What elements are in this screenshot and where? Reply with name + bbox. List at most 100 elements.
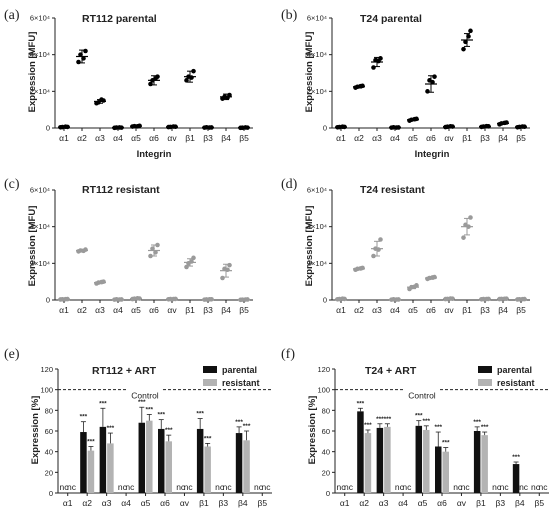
data-point bbox=[425, 89, 430, 94]
data-point bbox=[243, 297, 248, 302]
x-tick-label: α1 bbox=[336, 305, 346, 315]
x-tick-label: β4 bbox=[238, 498, 248, 508]
y-tick-label: 4×10⁴ bbox=[307, 50, 327, 59]
significance-stars: *** bbox=[422, 418, 430, 425]
x-tick-label: α2 bbox=[82, 498, 92, 508]
panel-a-label: (a) bbox=[4, 8, 20, 23]
x-tick-label: α2 bbox=[359, 498, 369, 508]
data-point bbox=[461, 46, 466, 52]
data-point bbox=[412, 284, 417, 290]
control-label-bg bbox=[404, 388, 440, 393]
x-tick-label: β4 bbox=[498, 133, 508, 143]
significance-stars: *** bbox=[243, 423, 251, 430]
panel-e: (e) RT112 + ART Expression [%] parental … bbox=[4, 347, 272, 508]
nc-label: nc bbox=[492, 482, 502, 492]
y-tick-label: 4×10⁴ bbox=[30, 50, 50, 59]
data-point bbox=[371, 253, 376, 259]
y-tick-label: 6×10⁴ bbox=[30, 14, 50, 23]
bar-parental bbox=[99, 426, 107, 493]
y-tick-label: 0 bbox=[323, 296, 327, 305]
significance-stars: *** bbox=[145, 406, 153, 413]
data-point bbox=[432, 74, 437, 79]
nc-label: nc bbox=[59, 482, 69, 492]
x-tick-label: β1 bbox=[199, 498, 209, 508]
x-tick-label: αv bbox=[167, 305, 177, 315]
data-point bbox=[81, 56, 86, 61]
data-point bbox=[430, 79, 435, 85]
nc-label: nc bbox=[344, 482, 354, 492]
panel-e-legend: parental resistant bbox=[203, 365, 260, 388]
data-point bbox=[468, 215, 473, 220]
x-tick-label: α1 bbox=[336, 133, 346, 143]
x-tick-label: β3 bbox=[219, 498, 229, 508]
legend-f-resistant-label: resistant bbox=[497, 378, 535, 388]
panel-b-label: (b) bbox=[281, 8, 298, 23]
legend-f-parental-swatch bbox=[478, 366, 492, 373]
y-tick-label: 80 bbox=[322, 406, 330, 415]
panel-d-label: (d) bbox=[281, 177, 298, 192]
nc-label: nc bbox=[67, 482, 77, 492]
bar-resistant bbox=[384, 426, 391, 493]
data-point bbox=[394, 297, 399, 302]
panel-f-title: T24 + ART bbox=[365, 365, 417, 377]
x-tick-label: β4 bbox=[498, 305, 508, 315]
data-point bbox=[220, 275, 225, 281]
panel-d-ylabel: Expression [MFU] bbox=[304, 206, 315, 287]
significance-stars: *** bbox=[87, 439, 95, 446]
bar-parental bbox=[376, 427, 384, 493]
nc-label: nc bbox=[184, 482, 194, 492]
x-tick-label: α4 bbox=[390, 133, 400, 143]
x-tick-label: αv bbox=[444, 305, 454, 315]
data-point bbox=[117, 297, 122, 302]
x-tick-label: β1 bbox=[462, 133, 472, 143]
bar-parental bbox=[196, 428, 204, 493]
data-point bbox=[171, 124, 176, 129]
significance-stars: *** bbox=[138, 399, 146, 406]
bar-parental bbox=[80, 432, 87, 493]
x-tick-label: β1 bbox=[476, 498, 486, 508]
nc-label: nc bbox=[519, 482, 529, 492]
x-tick-label: α2 bbox=[354, 133, 364, 143]
panel-f-ylabel: Expression [%] bbox=[307, 396, 318, 465]
control-label: Control bbox=[408, 391, 436, 401]
x-tick-label: α3 bbox=[95, 133, 105, 143]
bar-resistant bbox=[364, 433, 372, 493]
panel-c-title: RT112 resistant bbox=[82, 184, 160, 196]
legend-e-resistant-swatch bbox=[203, 379, 217, 386]
data-point bbox=[520, 296, 525, 302]
x-tick-label: α3 bbox=[95, 305, 105, 315]
panel-d-plot: 0 2×10⁴ 4×10⁴ 6×10⁴ α1 α2 α3 α4 α5 α6 αv β1 β3 β4 β5 bbox=[307, 186, 530, 315]
x-tick-label: β5 bbox=[516, 133, 526, 143]
significance-stars: *** bbox=[107, 425, 115, 432]
x-tick-label: α1 bbox=[340, 498, 350, 508]
data-point bbox=[484, 123, 489, 129]
y-tick-label: 0 bbox=[323, 124, 327, 133]
bar-resistant bbox=[442, 451, 449, 493]
bar-resistant bbox=[481, 435, 488, 493]
significance-stars: *** bbox=[512, 454, 520, 461]
nc-label: nc bbox=[500, 482, 510, 492]
x-tick-label: α2 bbox=[77, 133, 87, 143]
significance-stars: *** bbox=[357, 400, 365, 407]
data-point bbox=[78, 52, 83, 57]
y-tick-label: 2×10⁴ bbox=[30, 259, 50, 268]
data-point bbox=[376, 247, 381, 252]
data-point bbox=[225, 267, 230, 273]
x-tick-label: α4 bbox=[398, 498, 408, 508]
x-tick-label: α1 bbox=[59, 305, 69, 315]
x-tick-label: β3 bbox=[203, 305, 213, 315]
data-point bbox=[189, 259, 194, 264]
significance-stars: *** bbox=[165, 427, 173, 434]
panel-e-label: (e) bbox=[4, 347, 20, 362]
significance-stars: *** bbox=[442, 440, 450, 447]
y-tick-label: 120 bbox=[40, 365, 53, 374]
x-tick-label: α2 bbox=[354, 305, 364, 315]
y-tick-label: 120 bbox=[317, 365, 330, 374]
data-point bbox=[63, 124, 68, 130]
panel-d: (d) T24 resistant Expression [MFU] 0 2×10… bbox=[281, 177, 530, 315]
nc-label: nc bbox=[336, 482, 346, 492]
data-point bbox=[96, 100, 101, 105]
data-point bbox=[191, 68, 196, 74]
panel-f-label: (f) bbox=[281, 347, 295, 362]
